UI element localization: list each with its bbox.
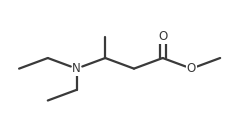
Text: O: O <box>158 30 167 43</box>
Text: O: O <box>187 62 196 75</box>
Text: N: N <box>72 62 81 75</box>
